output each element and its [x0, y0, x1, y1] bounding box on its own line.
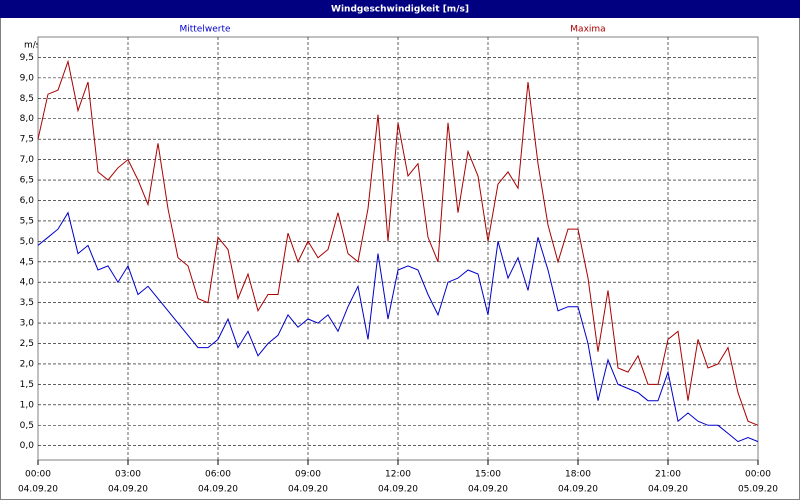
x-tick-date: 04.09.20	[378, 485, 418, 495]
x-tick-label: 09:00	[295, 470, 321, 480]
y-tick-label: 1,0	[20, 400, 35, 410]
y-tick-label: 9,5	[20, 53, 34, 63]
x-tick-date: 04.09.20	[18, 485, 58, 495]
y-tick-label: 0,0	[20, 441, 35, 451]
y-tick-label: 5,0	[20, 237, 35, 247]
data-line	[37, 211, 759, 443]
y-tick-label: 4,0	[20, 278, 35, 288]
legend-entry: Mittelwerte	[179, 25, 230, 35]
x-tick-date: 05.09.20	[738, 485, 778, 495]
chart-title: Windgeschwindigkeit [m/s]	[331, 5, 469, 15]
x-tick-date: 04.09.20	[468, 485, 508, 495]
legend-entry: Maxima	[570, 25, 605, 35]
x-tick-label: 00:00	[25, 470, 51, 480]
x-tick-label: 00:00	[745, 470, 771, 480]
y-tick-label: 3,0	[20, 319, 35, 329]
y-tick-label: 1,5	[20, 380, 34, 390]
y-tick-label: 8,0	[20, 114, 35, 124]
y-tick-label: 6,0	[20, 196, 35, 206]
y-tick-label: 2,0	[20, 359, 35, 369]
y-tick-label: 2,5	[20, 339, 34, 349]
y-tick-label: 5,5	[20, 216, 34, 226]
data-line	[37, 59, 759, 426]
x-tick-label: 18:00	[565, 470, 591, 480]
y-tick-label: 7,5	[20, 135, 34, 145]
x-tick-date: 04.09.20	[648, 485, 688, 495]
y-axis-label: m/s	[24, 41, 41, 51]
y-tick-label: 7,0	[20, 155, 35, 165]
x-tick-date: 04.09.20	[108, 485, 148, 495]
y-tick-label: 6,5	[20, 176, 34, 186]
x-tick-label: 03:00	[115, 470, 141, 480]
y-tick-label: 8,5	[20, 94, 34, 104]
y-tick-label: 0,5	[20, 421, 34, 431]
title-bar	[0, 0, 800, 18]
x-tick-label: 06:00	[205, 470, 231, 480]
x-tick-date: 04.09.20	[198, 485, 238, 495]
x-tick-label: 15:00	[475, 470, 501, 480]
x-tick-date: 04.09.20	[288, 485, 328, 495]
x-tick-label: 21:00	[655, 470, 681, 480]
x-tick-label: 12:00	[385, 470, 411, 480]
y-tick-label: 9,0	[20, 73, 35, 83]
y-tick-label: 3,5	[20, 298, 34, 308]
x-tick-date: 04.09.20	[558, 485, 598, 495]
y-tick-label: 4,5	[20, 257, 34, 267]
